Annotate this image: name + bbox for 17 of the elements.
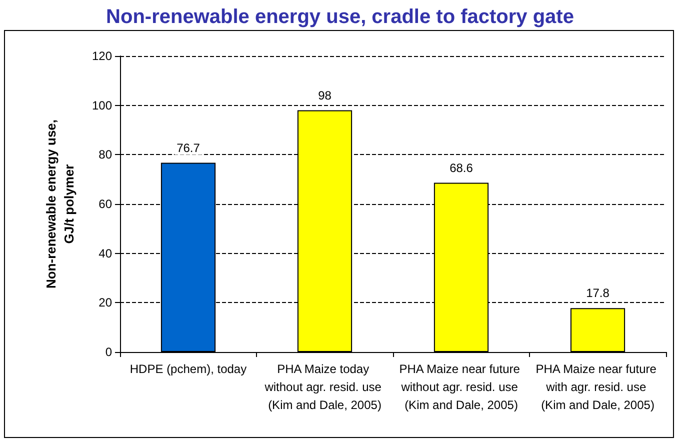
- y-tick-label: 60: [98, 197, 112, 211]
- chart-title: Non-renewable energy use, cradle to factory gate: [106, 6, 574, 28]
- data-label: 98: [318, 88, 332, 102]
- data-label: 17.8: [586, 286, 610, 300]
- x-tick-label: PHA Maize near future without agr. resid. use (Kim and Dale, 2005): [399, 362, 524, 412]
- x-tick-label: PHA Maize near future with agr. resid. use (Kim and Dale, 2005): [536, 362, 660, 412]
- x-tick-label: HDPE (pchem), today: [130, 362, 247, 376]
- y-tick-label: 80: [98, 148, 112, 162]
- data-label: 68.6: [450, 160, 474, 175]
- y-tick-label: 0: [105, 345, 112, 359]
- y-tick-label: 20: [98, 296, 112, 310]
- data-label: 76.7: [176, 140, 200, 155]
- y-tick-label: 40: [98, 246, 112, 260]
- y-axis-title: Non-renewable energy use, GJ/t polymer: [44, 119, 76, 289]
- y-tick-label: 120: [92, 49, 112, 63]
- x-tick-label: PHA Maize today without agr. resid. use (Kim and Dale, 2005): [264, 362, 385, 412]
- y-tick-label: 100: [92, 98, 112, 112]
